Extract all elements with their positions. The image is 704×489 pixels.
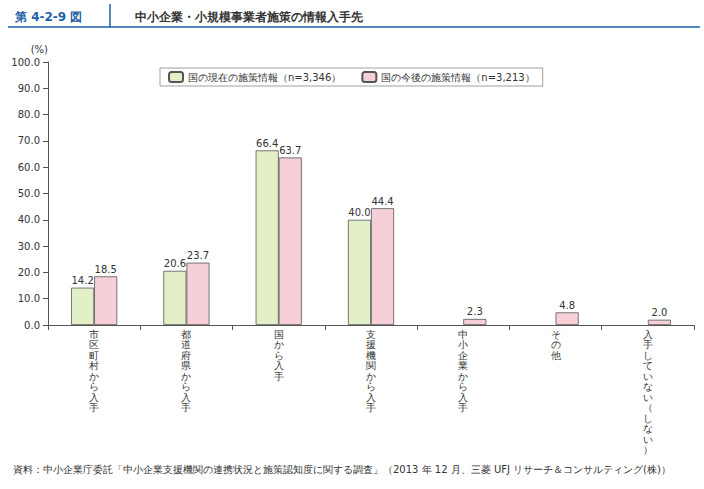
svg-text:入: 入 <box>89 392 99 403</box>
svg-text:20.0: 20.0 <box>18 267 40 278</box>
svg-text:2.0: 2.0 <box>651 307 667 318</box>
svg-text:入: 入 <box>458 392 468 403</box>
svg-text:第 4-2-9 図: 第 4-2-9 図 <box>14 10 82 24</box>
svg-text:機: 機 <box>366 350 376 361</box>
svg-text:町: 町 <box>89 350 99 361</box>
svg-text:か: か <box>89 371 99 382</box>
svg-text:40.0: 40.0 <box>348 207 370 218</box>
svg-text:(%): (%) <box>31 44 48 55</box>
svg-text:入: 入 <box>643 329 653 340</box>
svg-text:66.4: 66.4 <box>256 138 278 149</box>
svg-text:）: ） <box>643 444 653 455</box>
svg-text:手: 手 <box>366 402 376 413</box>
svg-text:て: て <box>643 360 653 371</box>
svg-text:村: 村 <box>88 360 99 371</box>
svg-text:30.0: 30.0 <box>18 241 40 252</box>
svg-text:府: 府 <box>181 350 191 361</box>
svg-text:100.0: 100.0 <box>11 57 40 68</box>
svg-text:入: 入 <box>181 392 191 403</box>
svg-text:手: 手 <box>89 402 99 413</box>
svg-text:区: 区 <box>89 339 99 350</box>
svg-text:い: い <box>643 392 653 403</box>
svg-text:50.0: 50.0 <box>18 188 40 199</box>
svg-text:18.5: 18.5 <box>95 264 117 275</box>
svg-text:23.7: 23.7 <box>187 250 209 261</box>
svg-text:な: な <box>643 381 653 392</box>
svg-text:い: い <box>643 371 653 382</box>
svg-text:資料：中小企業庁委託「中小企業支援機関の連携状況と施策認知度: 資料：中小企業庁委託「中小企業支援機関の連携状況と施策認知度に関する調査」（20… <box>13 464 671 475</box>
svg-text:60.0: 60.0 <box>18 162 40 173</box>
svg-text:道: 道 <box>181 339 191 350</box>
svg-text:企: 企 <box>458 350 468 361</box>
svg-text:い: い <box>643 434 653 445</box>
svg-text:2.3: 2.3 <box>467 306 483 317</box>
svg-text:な: な <box>643 423 653 434</box>
svg-text:10.0: 10.0 <box>18 293 40 304</box>
svg-text:か: か <box>458 371 468 382</box>
svg-text:都: 都 <box>181 329 191 340</box>
svg-text:40.0: 40.0 <box>18 214 40 225</box>
svg-text:手: 手 <box>181 402 191 413</box>
svg-text:44.4: 44.4 <box>371 196 393 207</box>
svg-text:80.0: 80.0 <box>18 109 40 120</box>
svg-text:し: し <box>643 350 653 361</box>
svg-text:国: 国 <box>274 329 284 340</box>
svg-text:90.0: 90.0 <box>18 83 40 94</box>
svg-text:し: し <box>643 413 653 424</box>
svg-text:0.0: 0.0 <box>24 320 40 331</box>
svg-text:20.6: 20.6 <box>164 258 186 269</box>
svg-text:ら: ら <box>458 381 468 392</box>
svg-text:63.7: 63.7 <box>279 145 301 156</box>
svg-text:そ: そ <box>551 329 561 340</box>
svg-text:か: か <box>181 371 191 382</box>
svg-text:手: 手 <box>458 402 468 413</box>
svg-text:中: 中 <box>458 329 468 340</box>
svg-text:70.0: 70.0 <box>18 135 40 146</box>
svg-text:14.2: 14.2 <box>71 275 93 286</box>
svg-text:ら: ら <box>274 350 284 361</box>
svg-text:他: 他 <box>551 350 561 361</box>
svg-text:国の現在の施策情報（n=3,346）: 国の現在の施策情報（n=3,346） <box>188 72 341 83</box>
svg-text:手: 手 <box>274 371 284 382</box>
svg-text:業: 業 <box>458 360 468 371</box>
svg-text:支: 支 <box>366 329 376 340</box>
svg-text:ら: ら <box>181 381 191 392</box>
svg-text:入: 入 <box>274 360 284 371</box>
svg-text:県: 県 <box>181 360 191 371</box>
svg-text:（: （ <box>643 402 653 413</box>
svg-text:の: の <box>551 339 561 350</box>
svg-text:国の今後の施策情報（n=3,213）: 国の今後の施策情報（n=3,213） <box>381 72 534 83</box>
svg-text:中小企業・小規模事業者施策の情報入手先: 中小企業・小規模事業者施策の情報入手先 <box>135 10 363 24</box>
svg-text:手: 手 <box>643 339 653 350</box>
svg-text:援: 援 <box>366 339 376 350</box>
svg-text:ら: ら <box>89 381 99 392</box>
svg-text:小: 小 <box>458 339 468 350</box>
svg-text:入: 入 <box>366 392 376 403</box>
svg-text:市: 市 <box>89 329 99 340</box>
svg-text:か: か <box>366 371 376 382</box>
svg-text:4.8: 4.8 <box>559 300 575 311</box>
svg-text:か: か <box>274 339 284 350</box>
svg-text:関: 関 <box>366 360 376 371</box>
svg-text:ら: ら <box>366 381 376 392</box>
